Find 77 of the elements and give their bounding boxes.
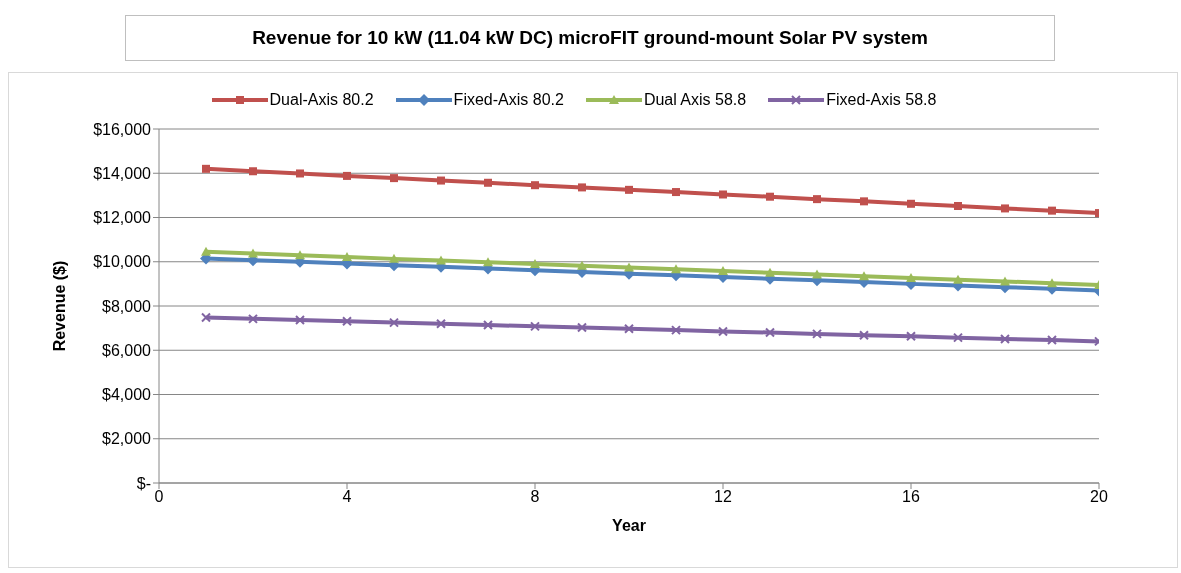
legend-label: Fixed-Axis 58.8 [826,91,937,109]
point [1001,204,1009,213]
point [953,274,963,284]
point [859,330,869,341]
point [531,181,539,190]
y-tick-label: $16,000 [93,120,152,138]
y-tick-label: $- [136,474,151,492]
point [718,326,728,337]
point [389,317,399,328]
point [296,169,304,178]
point [577,322,587,333]
point [1047,335,1057,346]
point [390,174,398,183]
point [718,266,728,276]
point [625,185,633,194]
x-tick-label: 8 [530,488,540,506]
point [719,190,727,199]
point [578,183,586,192]
y-tick-label: $2,000 [102,430,152,448]
point [1048,206,1056,215]
point [248,313,258,324]
point [201,312,211,323]
point [530,321,540,332]
point [1047,278,1057,288]
y-axis-title: Revenue ($) [50,260,68,352]
point [765,327,775,338]
x-tick-label: 4 [342,488,352,506]
y-tick-label: $10,000 [93,253,152,271]
y-tick-label: $4,000 [102,386,152,404]
point [530,258,540,268]
point [672,188,680,197]
point [954,202,962,210]
point [812,328,822,339]
x-tick-label: 16 [902,488,920,506]
point [295,250,305,260]
point [766,192,774,201]
point [812,269,822,279]
y-tick-label: $14,000 [93,164,152,182]
chart-title: Revenue for 10 kW (11.04 kW DC) microFIT ground-mount Solar PV system [125,15,1055,61]
point [483,257,493,267]
point [624,323,634,334]
point [342,252,352,262]
point [249,167,257,176]
point [484,178,492,187]
point [295,314,305,325]
point [907,199,915,208]
point [1000,333,1010,344]
point [437,176,445,185]
point [671,264,681,274]
point [201,246,211,256]
legend-label: Dual Axis 58.8 [643,91,747,109]
point [765,267,775,277]
x-tick-label: 0 [154,488,164,506]
x-axis-title: Year [612,517,646,534]
x-tick-label: 12 [714,488,732,506]
x-tick-label: 20 [1090,488,1108,506]
point [436,318,446,329]
point [248,248,258,258]
point [860,197,868,206]
point [671,325,681,336]
point [343,171,351,180]
y-tick-label: $8,000 [102,297,152,315]
point [953,332,963,343]
point [906,331,916,342]
y-tick-label: $6,000 [102,341,152,359]
point [577,260,587,270]
point [813,195,821,204]
point [906,272,916,282]
y-tick-label: $12,000 [93,209,152,227]
point [624,262,634,272]
legend-label: Dual-Axis 80.2 [269,91,374,109]
point [483,320,493,331]
legend-label: Fixed-Axis 80.2 [453,91,564,109]
point [202,164,210,173]
point [389,253,399,263]
point [342,316,352,327]
point [859,271,869,281]
